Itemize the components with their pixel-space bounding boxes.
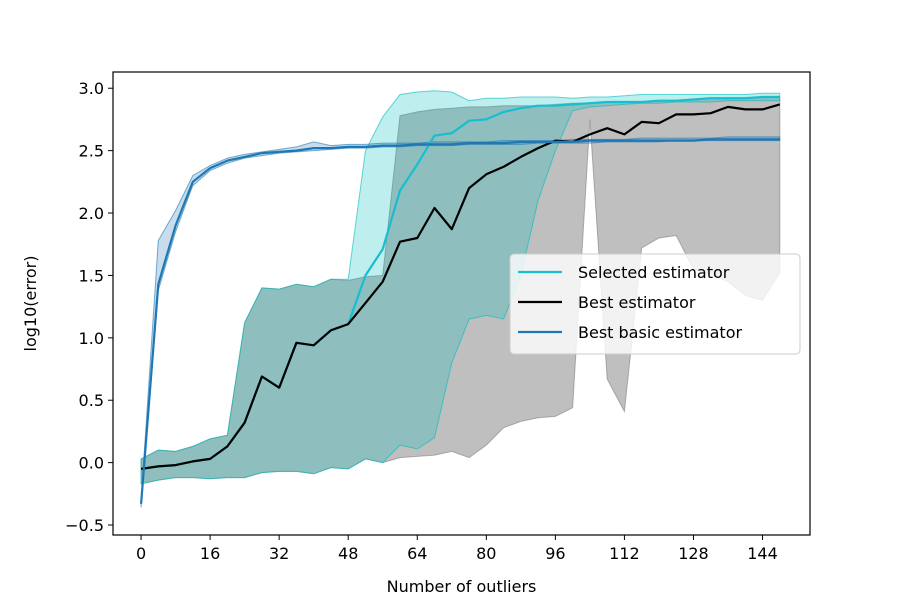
y-tick-label: 1.0	[79, 329, 104, 348]
legend-box	[509, 253, 801, 355]
legend: Selected estimator Best estimator Best bas…	[509, 253, 801, 355]
legend-entry: Best basic estimator	[578, 323, 742, 342]
x-tick-label: 128	[678, 544, 709, 563]
y-tick-label: −0.5	[65, 516, 104, 535]
x-tick-label: 0	[136, 544, 146, 563]
band-2	[140, 136, 781, 508]
y-tick-label: 0.0	[79, 454, 104, 473]
series-line-1	[140, 103, 781, 470]
y-tick-label: 3.0	[79, 79, 104, 98]
plot-frame	[112, 71, 811, 536]
x-axis-ticks: 0 16 32 48 64 80 96 112 128 144	[136, 535, 778, 563]
band-1	[140, 90, 781, 485]
x-tick-label: 32	[269, 544, 289, 563]
y-tick-label: 1.5	[79, 266, 104, 285]
y-tick-label: 2.0	[79, 204, 104, 223]
x-tick-label: 16	[200, 544, 220, 563]
x-tick-label: 64	[407, 544, 427, 563]
x-tick-label: 144	[747, 544, 778, 563]
series-lines	[140, 95, 781, 504]
confidence-bands	[140, 90, 781, 508]
legend-entry: Selected estimator	[578, 263, 730, 282]
y-axis-ticks: −0.5 0.0 0.5 1.0 1.5 2.0 2.5 3.0	[65, 79, 113, 535]
x-tick-label: 80	[476, 544, 496, 563]
legend-entry: Best estimator	[578, 293, 696, 312]
x-axis-title: Number of outliers	[387, 577, 537, 596]
y-tick-label: 0.5	[79, 391, 104, 410]
x-tick-label: 48	[338, 544, 358, 563]
y-axis-title: log10(error)	[21, 256, 40, 352]
series-line-2	[140, 138, 780, 504]
x-tick-label: 96	[545, 544, 565, 563]
x-tick-label: 112	[609, 544, 640, 563]
y-tick-label: 2.5	[79, 142, 104, 161]
